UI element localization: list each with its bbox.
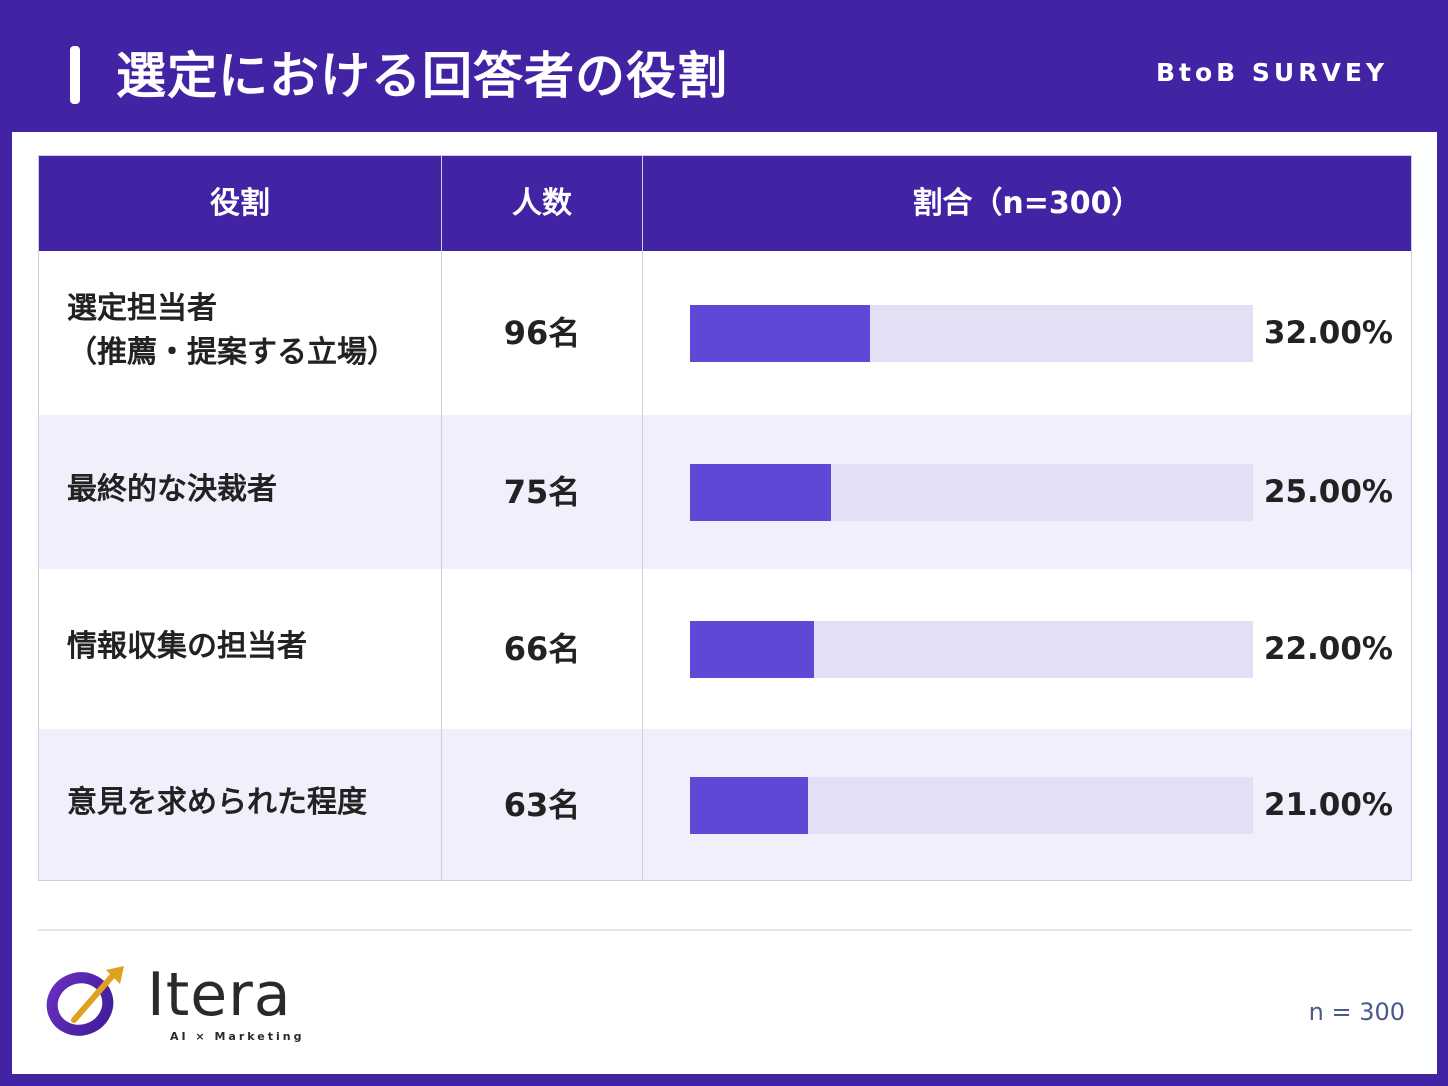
sample-size-note: n = 300 (1308, 998, 1405, 1026)
header-role: 役割 (210, 186, 270, 221)
header: 選定における回答者の役割 BtoB SURVEY (0, 0, 1448, 132)
bar-track (690, 776, 1253, 834)
table-row: 選定担当者 （推薦・提案する立場） 96名 32.00% (39, 251, 1411, 415)
role-label: 選定担当者 （推薦・提案する立場） (67, 291, 397, 370)
survey-tag: BtoB SURVEY (1155, 58, 1388, 87)
page-title: 選定における回答者の役割 (116, 47, 728, 105)
bar-track (690, 305, 1253, 362)
results-table: 役割 人数 割合（n=300） 選定担当者 （推薦・提案する立場） 96名 32.00… (38, 155, 1412, 881)
count-value: 96名 (503, 314, 581, 352)
role-label: 意見を求められた程度 (67, 784, 367, 820)
itera-logo: Itera AI × Marketing (44, 960, 344, 1048)
logo-tagline: AI × Marketing (170, 1030, 305, 1043)
content-card: 役割 人数 割合（n=300） 選定担当者 （推薦・提案する立場） 96名 32.00… (12, 132, 1437, 1074)
table-row: 情報収集の担当者 66名 22.00% (39, 569, 1411, 729)
bar-fill (690, 776, 809, 834)
percent-label: 25.00% (1263, 474, 1393, 510)
table-header: 役割 人数 割合（n=300） (39, 156, 1411, 251)
title-accent-bar (70, 46, 80, 104)
count-value: 75名 (503, 473, 581, 511)
bar-fill (690, 621, 814, 678)
column-divider (642, 156, 643, 880)
bar-fill (690, 305, 871, 362)
percent-label: 32.00% (1263, 315, 1393, 351)
logo-wordmark: Itera (147, 960, 292, 1030)
header-ratio: 割合（n=300） (912, 186, 1142, 221)
role-label: 最終的な決裁者 (67, 472, 277, 507)
bar-track (690, 464, 1253, 521)
table-row: 意見を求められた程度 63名 21.00% (39, 729, 1411, 880)
count-value: 63名 (503, 785, 581, 824)
bar-fill (690, 464, 831, 521)
table-row: 最終的な決裁者 75名 25.00% (39, 415, 1411, 569)
header-count: 人数 (512, 186, 572, 221)
percent-label: 21.00% (1263, 786, 1393, 823)
column-divider (441, 156, 442, 880)
count-value: 66名 (503, 630, 581, 668)
role-label: 情報収集の担当者 (67, 629, 307, 664)
bar-track (690, 621, 1253, 678)
percent-label: 22.00% (1263, 631, 1393, 667)
footer-divider (38, 929, 1412, 931)
logo-mark-icon (46, 966, 124, 1036)
